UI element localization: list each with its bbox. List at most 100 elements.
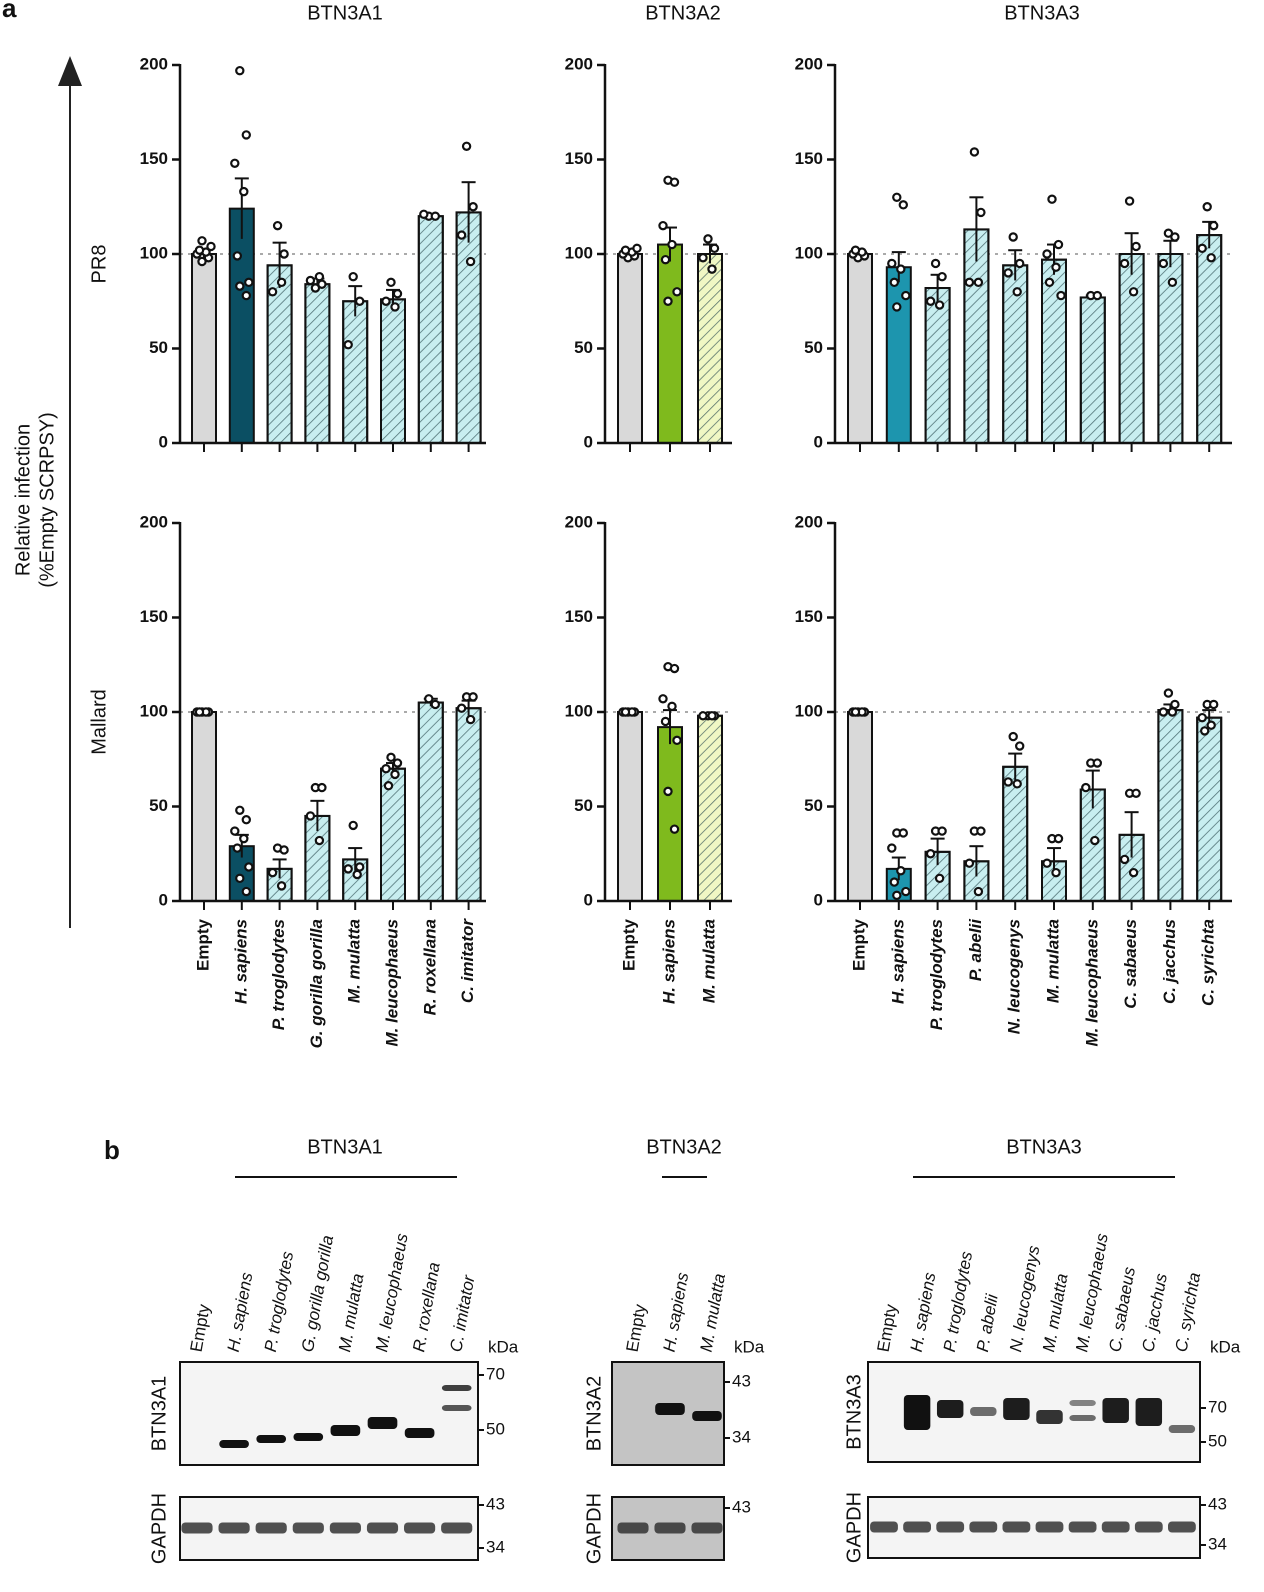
data-point bbox=[925, 849, 936, 859]
data-point bbox=[698, 711, 708, 721]
blot-band bbox=[1002, 1521, 1031, 1533]
lane-label: Empty bbox=[874, 1302, 901, 1353]
data-point bbox=[898, 200, 909, 210]
panel-label: a bbox=[2, 0, 17, 23]
data-point bbox=[348, 820, 358, 831]
antibody-label: BTN3A1 bbox=[148, 1376, 170, 1452]
data-point bbox=[887, 843, 897, 853]
data-point bbox=[672, 287, 682, 297]
data-point bbox=[1015, 741, 1025, 751]
data-point bbox=[232, 251, 242, 261]
marker-label: 43 bbox=[486, 1494, 505, 1513]
data-point bbox=[1092, 758, 1103, 768]
data-point bbox=[314, 835, 325, 846]
data-point bbox=[317, 279, 327, 289]
data-point bbox=[241, 886, 251, 897]
bar-hatch bbox=[304, 283, 331, 444]
category-label: C. jacchus bbox=[1160, 919, 1179, 1004]
marker-label: 43 bbox=[732, 1371, 751, 1390]
data-point bbox=[663, 296, 673, 306]
data-point bbox=[276, 277, 287, 288]
data-point bbox=[430, 699, 440, 710]
y-tick-label: 150 bbox=[565, 149, 593, 168]
blot-band bbox=[1069, 1400, 1096, 1406]
blot-band bbox=[1036, 1410, 1063, 1424]
data-point bbox=[241, 130, 251, 140]
category-label: H. sapiens bbox=[888, 919, 907, 1004]
data-point bbox=[901, 886, 911, 897]
bar bbox=[228, 207, 255, 444]
blot-band bbox=[617, 1522, 649, 1534]
bar-hatch bbox=[1157, 709, 1184, 902]
marker-label: 43 bbox=[1208, 1494, 1227, 1513]
antibody-label: BTN3A2 bbox=[583, 1376, 605, 1452]
data-point bbox=[669, 663, 680, 674]
blot-band bbox=[1135, 1398, 1163, 1426]
blot-band bbox=[293, 1433, 324, 1441]
data-point bbox=[669, 177, 680, 187]
y-tick-label: 0 bbox=[584, 890, 593, 909]
data-point bbox=[461, 141, 472, 151]
blot-band bbox=[256, 1435, 287, 1443]
chart-title: BTN3A1 bbox=[307, 2, 383, 24]
bar-hatch bbox=[1196, 234, 1223, 444]
blot-band bbox=[404, 1522, 436, 1534]
blot-band bbox=[903, 1521, 932, 1533]
y-tick-label: 200 bbox=[565, 512, 593, 531]
data-point bbox=[241, 815, 251, 825]
data-point bbox=[973, 886, 984, 897]
data-point bbox=[1047, 194, 1057, 204]
data-point bbox=[355, 296, 365, 306]
data-point bbox=[355, 862, 365, 872]
blot-band bbox=[692, 1411, 722, 1421]
data-point bbox=[658, 220, 668, 231]
blot-band bbox=[218, 1522, 250, 1534]
data-point bbox=[1199, 726, 1210, 736]
y-tick-label: 100 bbox=[795, 701, 823, 720]
unit-label: kDa bbox=[1210, 1337, 1241, 1356]
lane-label: M. mulatta bbox=[697, 1272, 729, 1353]
data-point bbox=[1197, 712, 1207, 723]
data-point bbox=[937, 826, 947, 836]
data-point bbox=[465, 256, 476, 267]
bar-hatch bbox=[1196, 716, 1223, 902]
bar bbox=[847, 711, 873, 902]
data-point bbox=[1044, 277, 1055, 288]
data-point bbox=[1119, 258, 1130, 269]
category-label: P. troglodytes bbox=[927, 919, 946, 1030]
data-point bbox=[620, 245, 631, 255]
y-tick-label: 0 bbox=[159, 432, 168, 451]
y-tick-label: 200 bbox=[565, 54, 593, 73]
category-label: Empty bbox=[849, 918, 868, 971]
category-label: G. gorilla gorilla bbox=[307, 919, 326, 1048]
lane-label: N. leucogenys bbox=[1006, 1244, 1044, 1354]
data-point bbox=[1197, 243, 1207, 254]
blot-band bbox=[330, 1425, 361, 1436]
y-tick-label: 150 bbox=[795, 149, 823, 168]
data-point bbox=[279, 845, 289, 855]
data-point bbox=[456, 230, 467, 240]
bar bbox=[617, 711, 643, 902]
blot-band bbox=[366, 1522, 399, 1534]
data-point bbox=[709, 243, 720, 254]
data-point bbox=[235, 805, 245, 815]
data-point bbox=[381, 764, 391, 774]
data-point bbox=[1131, 241, 1141, 252]
data-point bbox=[889, 877, 900, 887]
data-point bbox=[1012, 779, 1022, 789]
data-point bbox=[901, 290, 911, 301]
bar bbox=[191, 253, 217, 444]
data-point bbox=[1015, 258, 1025, 269]
category-label: N. leucogenys bbox=[1005, 919, 1024, 1034]
data-point bbox=[235, 281, 245, 291]
y-tick-label: 100 bbox=[140, 243, 168, 262]
arrow-head bbox=[58, 56, 82, 86]
lane-label: R. roxellana bbox=[409, 1261, 443, 1354]
data-point bbox=[672, 735, 682, 746]
data-point bbox=[896, 264, 906, 274]
y-tick-label: 150 bbox=[140, 607, 168, 626]
y-tick-label: 150 bbox=[565, 607, 593, 626]
y-tick-label: 100 bbox=[795, 243, 823, 262]
category-label: M. mulatta bbox=[345, 919, 364, 1003]
data-point bbox=[660, 254, 671, 265]
